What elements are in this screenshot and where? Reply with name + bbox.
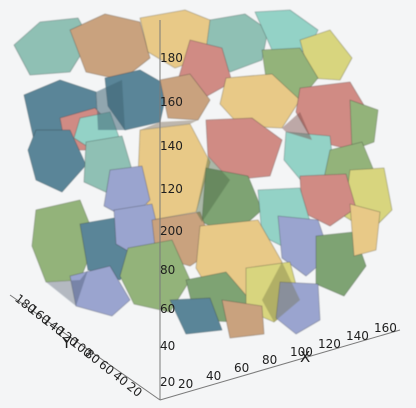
- y-axis-line: [9, 294, 161, 401]
- grain-face: [169, 297, 223, 335]
- x-axis-line: [159, 329, 401, 401]
- x-tick-label: 20: [178, 377, 193, 391]
- grain-shadow: [96, 80, 125, 130]
- x-tick-label: 120: [318, 337, 341, 351]
- y-axis-label: Y: [61, 334, 72, 352]
- grain-shadow: [282, 112, 312, 140]
- x-tick-label: 160: [374, 321, 397, 335]
- x-tick-label: 60: [234, 361, 249, 375]
- grain-face: [27, 129, 87, 193]
- z-tick-label: 140: [160, 139, 183, 153]
- grain-shadow: [140, 120, 198, 130]
- grain-face: [349, 99, 379, 151]
- grain-face: [159, 73, 211, 121]
- z-tick-label: 40: [160, 339, 175, 353]
- z-tick-label: 120: [160, 182, 183, 196]
- grain-shadow: [196, 156, 230, 222]
- x-tick-label: 140: [346, 329, 369, 343]
- grain-face: [69, 13, 151, 81]
- x-tick-label: 40: [206, 369, 221, 383]
- grain-shadow: [46, 270, 88, 306]
- grain-face: [349, 203, 381, 257]
- x-axis-label: X: [300, 348, 310, 366]
- grain-shadow: [262, 262, 300, 322]
- z-tick-label: 60: [160, 302, 175, 316]
- z-axis-ticks: 180 160 140 120 200 80 60 40 20: [160, 51, 183, 389]
- z-tick-label: 20: [160, 375, 175, 389]
- y-tick-label: 20: [124, 379, 145, 399]
- x-tick-label: 100: [290, 345, 313, 359]
- grain-face: [221, 299, 265, 339]
- z-tick-label: 80: [160, 263, 175, 277]
- axes: [9, 20, 401, 401]
- z-tick-label: 200: [160, 224, 183, 238]
- z-tick-label: 160: [160, 95, 183, 109]
- x-axis-ticks: 20 40 60 80 100 120 140 160: [178, 321, 397, 391]
- grain-aggregate: [13, 9, 393, 339]
- x-tick-label: 80: [262, 353, 277, 367]
- grain-face: [119, 239, 191, 313]
- z-tick-label: 180: [160, 51, 183, 65]
